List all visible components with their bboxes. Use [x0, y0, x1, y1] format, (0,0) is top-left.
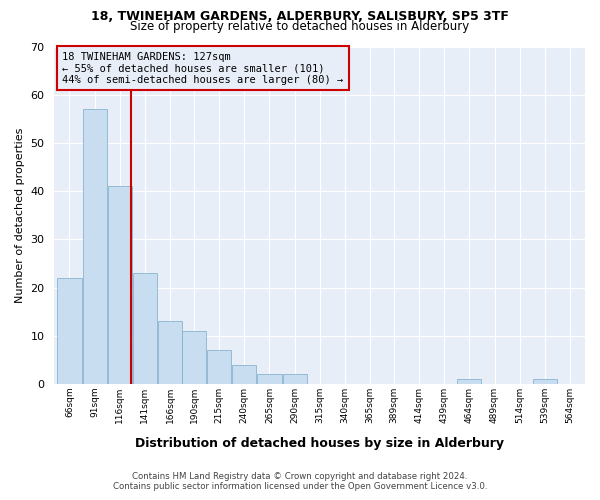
Bar — [133, 273, 157, 384]
Y-axis label: Number of detached properties: Number of detached properties — [15, 128, 25, 303]
Bar — [158, 322, 182, 384]
Bar — [83, 109, 107, 384]
Text: 18 TWINEHAM GARDENS: 127sqm
← 55% of detached houses are smaller (101)
44% of se: 18 TWINEHAM GARDENS: 127sqm ← 55% of det… — [62, 52, 344, 85]
Bar — [232, 364, 256, 384]
Bar — [207, 350, 231, 384]
Bar — [533, 379, 557, 384]
Bar — [457, 379, 481, 384]
Bar — [283, 374, 307, 384]
Bar — [182, 331, 206, 384]
Bar — [257, 374, 281, 384]
X-axis label: Distribution of detached houses by size in Alderbury: Distribution of detached houses by size … — [135, 437, 504, 450]
Bar — [107, 186, 132, 384]
Bar — [58, 278, 82, 384]
Text: Contains HM Land Registry data © Crown copyright and database right 2024.
Contai: Contains HM Land Registry data © Crown c… — [113, 472, 487, 491]
Text: Size of property relative to detached houses in Alderbury: Size of property relative to detached ho… — [130, 20, 470, 33]
Text: 18, TWINEHAM GARDENS, ALDERBURY, SALISBURY, SP5 3TF: 18, TWINEHAM GARDENS, ALDERBURY, SALISBU… — [91, 10, 509, 23]
